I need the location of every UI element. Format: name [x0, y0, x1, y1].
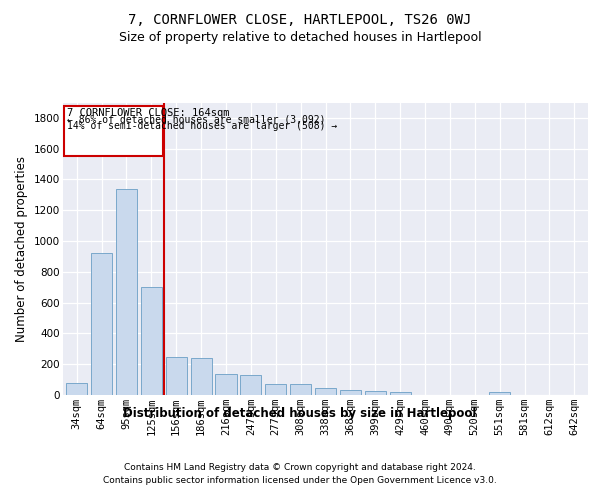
Bar: [340, 390, 361, 395]
Bar: [389, 392, 411, 395]
Bar: [141, 287, 162, 395]
Text: Contains public sector information licensed under the Open Government Licence v3: Contains public sector information licen…: [103, 476, 497, 485]
Bar: [91, 254, 112, 395]
Bar: [315, 388, 336, 395]
Bar: [64, 106, 163, 156]
Text: Contains HM Land Registry data © Crown copyright and database right 2024.: Contains HM Land Registry data © Crown c…: [124, 462, 476, 471]
Text: Distribution of detached houses by size in Hartlepool: Distribution of detached houses by size …: [124, 408, 476, 420]
Bar: [240, 375, 262, 395]
Text: 14% of semi-detached houses are larger (508) →: 14% of semi-detached houses are larger (…: [67, 121, 337, 131]
Text: 7 CORNFLOWER CLOSE: 164sqm: 7 CORNFLOWER CLOSE: 164sqm: [67, 108, 229, 118]
Bar: [191, 358, 212, 395]
Bar: [265, 384, 286, 395]
Bar: [215, 374, 236, 395]
Y-axis label: Number of detached properties: Number of detached properties: [16, 156, 28, 342]
Text: 7, CORNFLOWER CLOSE, HARTLEPOOL, TS26 0WJ: 7, CORNFLOWER CLOSE, HARTLEPOOL, TS26 0W…: [128, 12, 472, 26]
Bar: [166, 358, 187, 395]
Bar: [66, 382, 87, 395]
Text: ← 86% of detached houses are smaller (3,092): ← 86% of detached houses are smaller (3,…: [67, 115, 325, 125]
Text: Size of property relative to detached houses in Hartlepool: Size of property relative to detached ho…: [119, 31, 481, 44]
Bar: [290, 384, 311, 395]
Bar: [489, 392, 510, 395]
Bar: [365, 391, 386, 395]
Bar: [116, 188, 137, 395]
